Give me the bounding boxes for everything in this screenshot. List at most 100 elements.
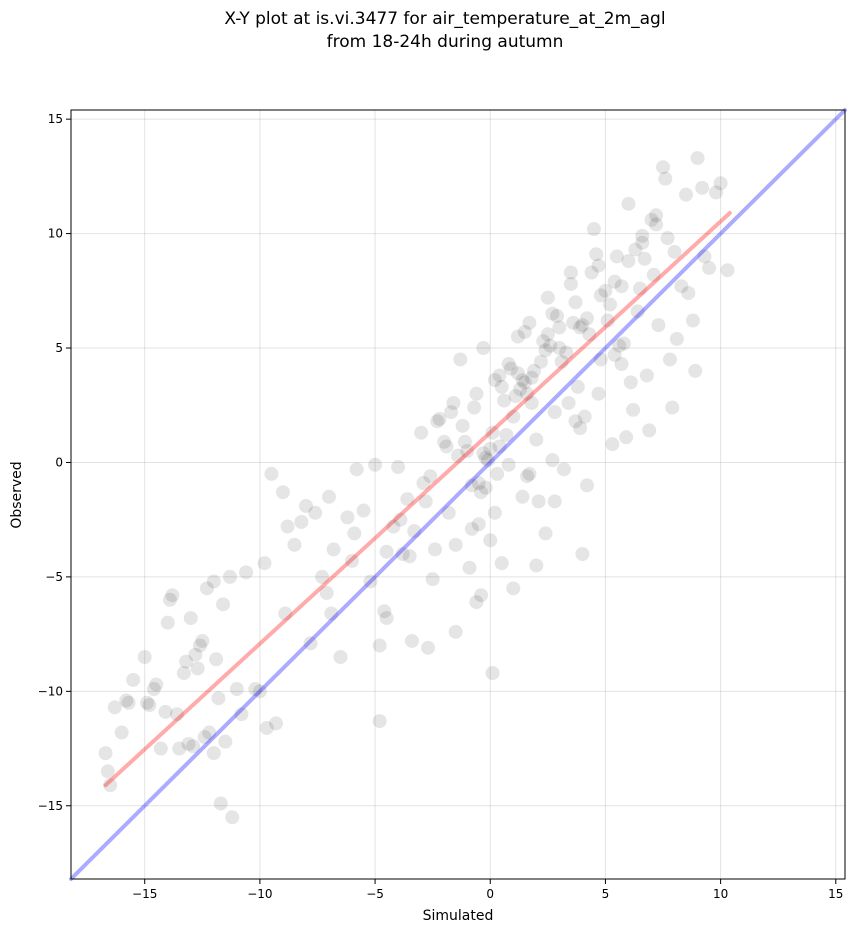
data-point-50 [149,677,164,692]
x-axis-ticks: −15 −10 −5 0 5 10 15 [132,879,843,901]
data-point-14 [176,666,191,681]
data-point-231 [573,421,588,436]
data-point-223 [520,469,535,484]
data-point-129 [651,318,666,333]
data-point-225 [575,547,590,562]
data-point-56 [225,810,240,825]
data-point-121 [605,437,620,452]
data-point-158 [492,368,507,383]
data-point-207 [457,434,472,449]
data-point-156 [467,400,482,415]
data-point-175 [432,411,447,426]
data-point-18 [190,661,205,676]
data-point-39 [322,489,336,504]
data-point-148 [531,494,546,509]
data-point-26 [222,569,237,584]
data-point-144 [439,439,454,454]
y-axis-label: Observed [9,461,25,528]
data-point-53 [206,746,221,761]
data-point-106 [522,315,537,330]
data-point-124 [621,196,636,211]
data-point-16 [183,611,198,626]
data-point-27 [229,682,244,697]
x-tick-label-5: 10 [713,887,728,901]
data-point-165 [559,345,574,360]
identity-line [69,108,847,881]
data-point-90 [448,537,463,552]
data-point-133 [674,279,689,294]
data-point-125 [626,402,641,417]
data-point-216 [593,288,608,303]
data-point-42 [340,510,355,525]
data-point-160 [513,382,528,397]
data-point-102 [506,409,521,424]
data-point-40 [326,542,341,557]
data-point-12 [165,588,180,603]
data-point-119 [593,352,608,367]
data-point-11 [163,592,178,607]
data-point-71 [372,638,387,653]
data-point-69 [319,585,334,600]
data-point-234 [665,400,680,415]
data-point-98 [487,373,502,388]
data-point-135 [685,313,700,328]
grid-lines [71,110,845,879]
data-point-138 [702,260,717,275]
data-point-63 [278,606,293,621]
data-point-177 [474,485,489,500]
chart-title-line2: from 18-24h during autumn [327,32,564,52]
fit-line [103,210,732,788]
data-point-36 [298,498,313,513]
data-point-176 [451,448,465,463]
data-point-182 [584,265,599,280]
data-point-217 [607,274,622,289]
data-point-49 [377,604,392,619]
data-point-115 [570,379,585,394]
data-point-88 [441,505,456,520]
data-point-227 [474,588,489,603]
data-point-8 [146,682,161,697]
data-point-185 [480,453,495,468]
x-tick-label-4: 5 [602,887,610,901]
data-point-17 [188,647,203,662]
data-point-109 [538,526,553,541]
data-point-45 [356,503,371,518]
data-point-153 [646,267,661,282]
data-point-25 [216,597,231,612]
data-point-65 [186,739,201,754]
data-point-127 [639,368,654,383]
data-point-180 [543,338,558,353]
data-point-241 [591,386,606,401]
data-point-171 [628,242,643,257]
data-point-68 [259,720,274,735]
data-point-143 [416,476,431,491]
data-point-230 [404,633,419,648]
data-point-60 [269,716,284,731]
data-point-181 [561,395,576,410]
data-point-76 [386,519,401,534]
data-point-240 [568,414,583,429]
data-point-219 [635,228,650,243]
data-point-118 [586,222,601,237]
data-point-5 [126,672,141,687]
data-point-4 [121,695,136,710]
data-point-195 [563,276,578,291]
y-tick-label-2: −5 [45,570,63,584]
data-point-35 [294,514,309,529]
data-point-142 [393,512,408,527]
data-point-188 [550,308,565,323]
data-point-122 [609,249,624,264]
data-point-134 [679,187,694,202]
data-point-95 [471,517,486,532]
y-tick-label-5: 10 [48,227,63,241]
data-points [98,151,735,825]
data-point-159 [503,361,518,376]
data-point-236 [478,480,493,495]
data-point-151 [600,313,615,328]
data-point-123 [616,336,631,351]
y-tick-label-3: 0 [55,455,63,469]
data-point-33 [280,519,295,534]
data-point-179 [515,373,530,388]
data-point-116 [575,318,590,333]
